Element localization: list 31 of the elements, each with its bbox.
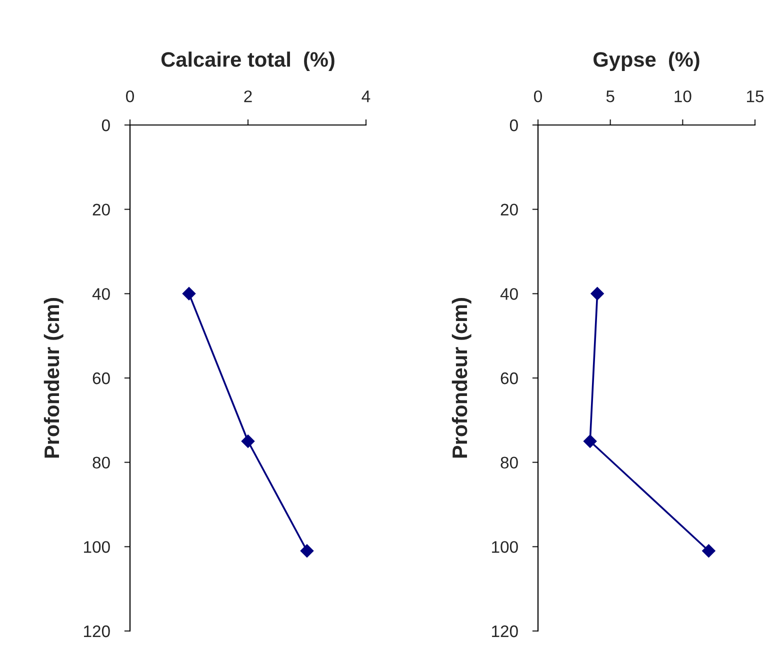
y-tick-label: 20	[500, 204, 518, 216]
point	[702, 544, 716, 558]
x-tick-label: 10	[674, 90, 692, 102]
y-axis-title: Profondeur (cm)	[452, 298, 472, 458]
y-tick-label: 60	[500, 372, 518, 384]
y-tick-label: 120	[492, 625, 518, 638]
y-tick-label: 80	[500, 456, 518, 469]
point	[583, 434, 597, 448]
x-tick-label: 0	[534, 90, 542, 102]
y-tick-label: 100	[84, 541, 110, 553]
x-tick-label: 4	[362, 90, 370, 102]
y-tick-label: 100	[492, 541, 518, 553]
y-tick-label: 80	[92, 456, 110, 469]
y-tick-label: 40	[92, 288, 110, 300]
point	[241, 434, 255, 448]
x-tick-label: 5	[606, 90, 614, 102]
point	[182, 287, 196, 300]
chart-title: Calcaire total (%)	[161, 52, 334, 71]
y-tick-label: 40	[500, 288, 518, 300]
y-tick-label: 0	[102, 119, 110, 132]
x-tick-label: 0	[126, 90, 134, 102]
point	[300, 544, 314, 558]
x-tick-label: 15	[747, 90, 764, 102]
x-tick-label: 2	[244, 90, 252, 102]
y-axis-title: Profondeur (cm)	[44, 298, 64, 458]
y-tick-label: 0	[510, 119, 518, 132]
y-tick-label: 120	[84, 625, 110, 638]
y-tick-label: 20	[92, 204, 110, 216]
point	[590, 287, 604, 300]
y-tick-label: 60	[92, 372, 110, 384]
chart-title: Gypse (%)	[594, 52, 700, 71]
